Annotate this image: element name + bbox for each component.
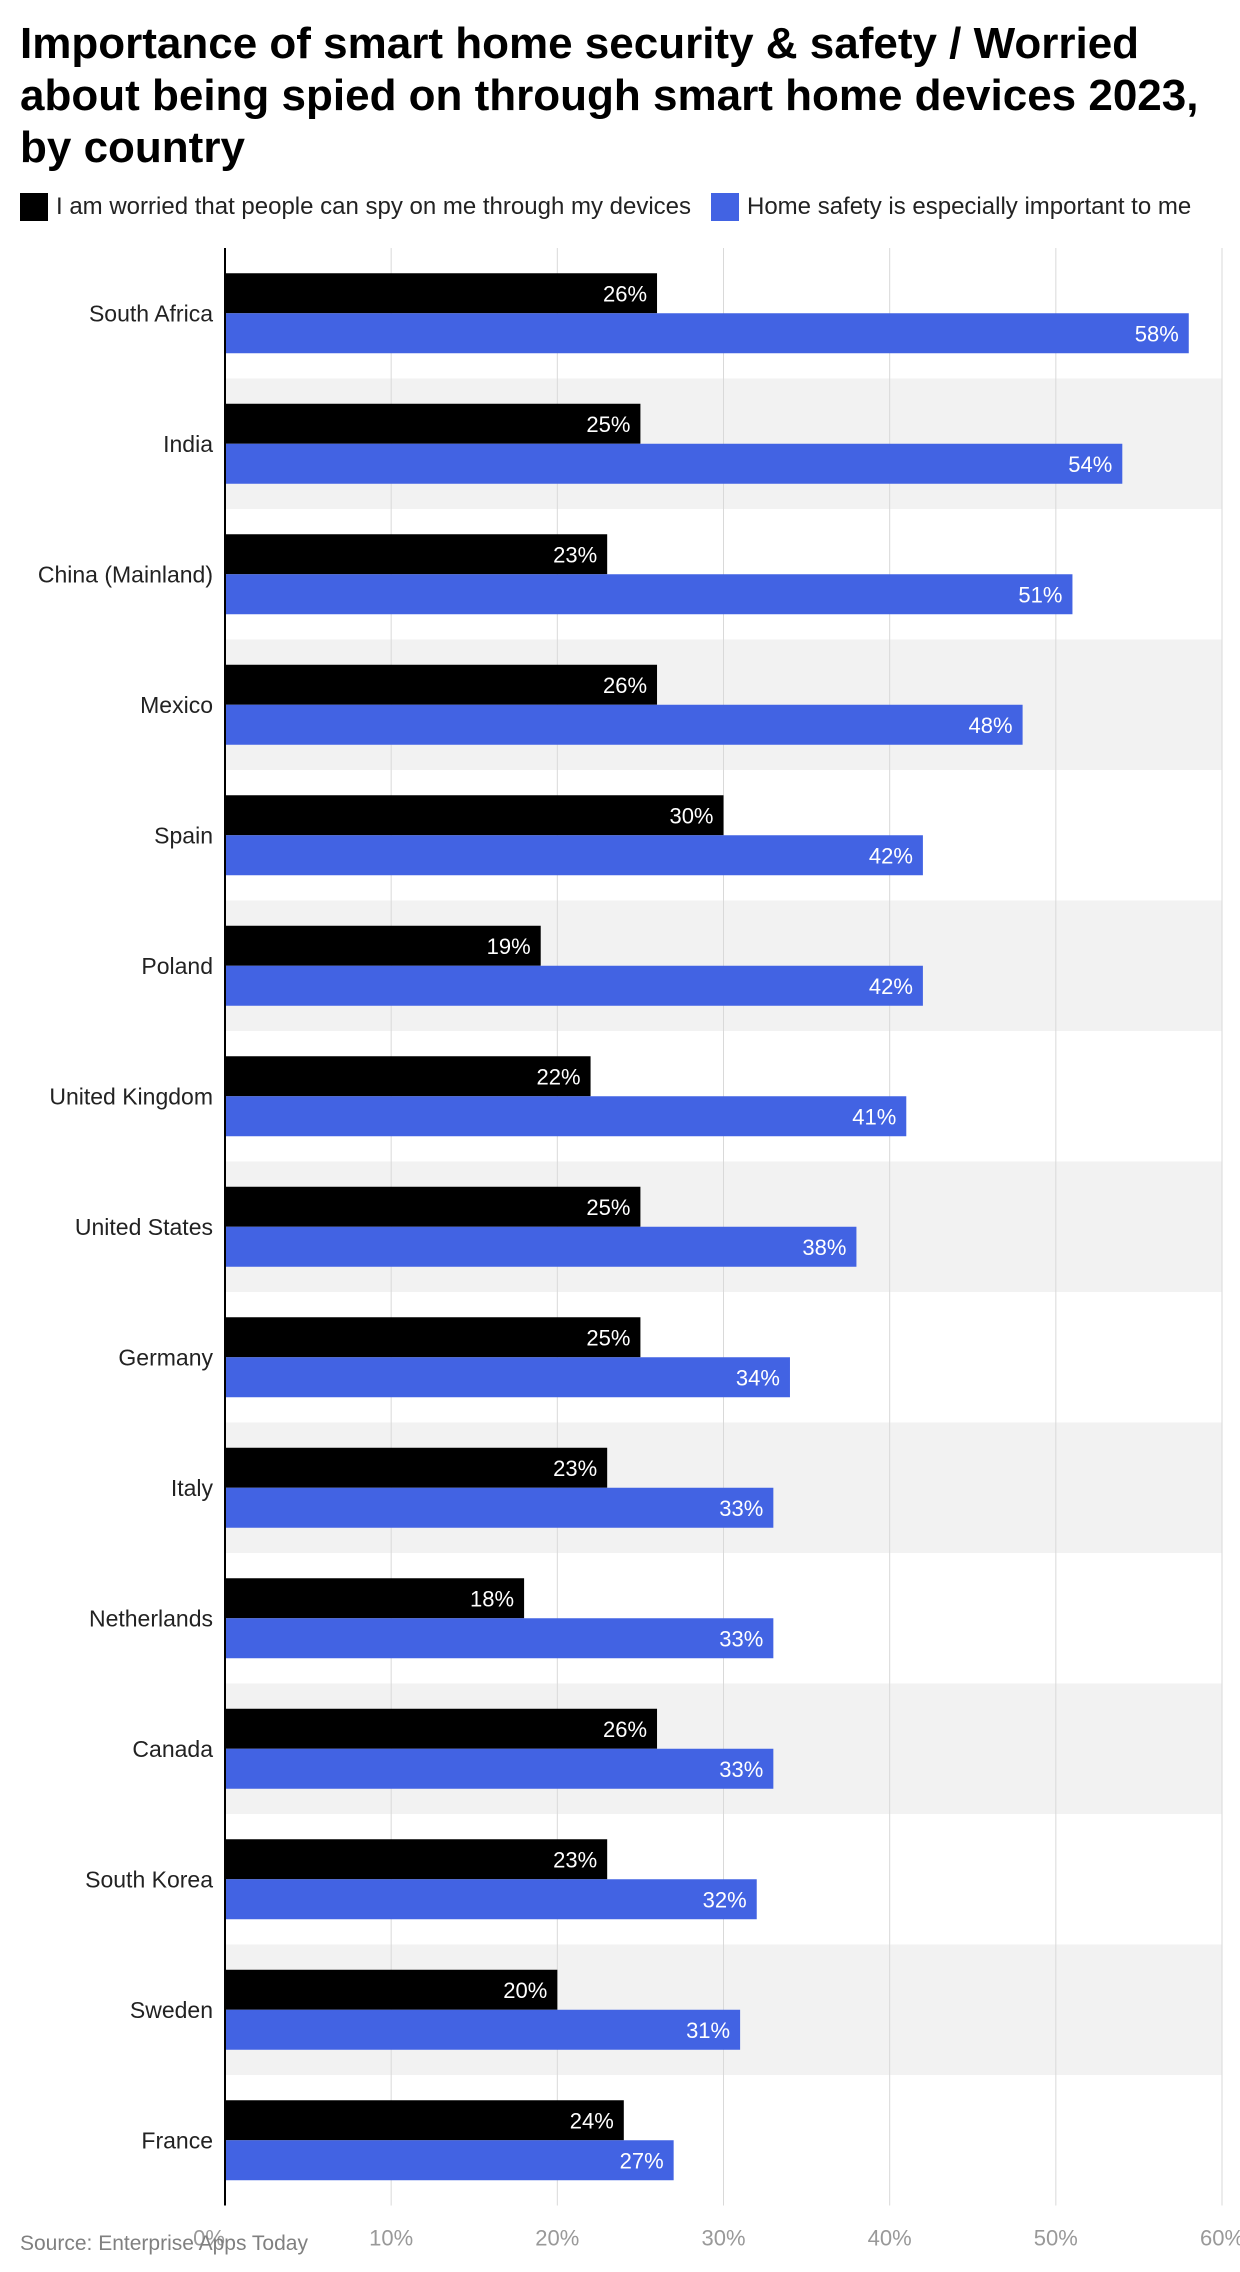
data-label: 30% — [669, 803, 713, 828]
category-label: South Africa — [89, 300, 213, 326]
legend-swatch-home-safety — [711, 193, 739, 221]
data-label: 38% — [802, 1235, 846, 1260]
legend-label-home-safety: Home safety is especially important to m… — [747, 193, 1192, 220]
bar-home-safety — [225, 313, 1189, 354]
bar-worried — [225, 1839, 608, 1880]
data-label: 19% — [487, 934, 531, 959]
bar-worried — [225, 1708, 658, 1749]
data-label: 31% — [686, 2018, 730, 2043]
data-label: 33% — [719, 1626, 763, 1651]
x-tick-label: 30% — [701, 2226, 745, 2251]
bar-worried — [225, 1447, 608, 1488]
legend: I am worried that people can spy on me t… — [20, 190, 1211, 224]
data-label: 26% — [603, 673, 647, 698]
bar-home-safety — [225, 443, 1123, 484]
data-label: 24% — [570, 2108, 614, 2133]
x-tick-label: 0% — [193, 2226, 225, 2251]
chart-title: Importance of smart home security & safe… — [20, 19, 1199, 172]
source-note: Source: Enterprise Apps Today — [20, 2232, 308, 2255]
bar-home-safety — [225, 1879, 757, 1920]
bar-worried — [225, 664, 658, 705]
data-label: 25% — [586, 1195, 630, 1220]
category-label: Sweden — [130, 1997, 213, 2023]
bar-home-safety — [225, 1226, 857, 1267]
category-label: Italy — [171, 1475, 214, 1501]
bar-worried — [225, 1317, 641, 1358]
legend-swatch-worried — [20, 193, 48, 221]
bar-home-safety — [225, 1096, 907, 1137]
category-label: Poland — [141, 953, 213, 979]
data-label: 27% — [620, 2148, 664, 2173]
data-label: 48% — [969, 713, 1013, 738]
bar-home-safety — [225, 1357, 790, 1398]
bar-home-safety — [225, 1487, 774, 1528]
bar-home-safety — [225, 1748, 774, 1789]
category-label: Germany — [118, 1344, 213, 1370]
data-label: 18% — [470, 1586, 514, 1611]
data-label: 51% — [1018, 582, 1062, 607]
category-label: Netherlands — [89, 1605, 213, 1631]
category-label: Mexico — [140, 692, 213, 718]
data-label: 42% — [869, 843, 913, 868]
data-label: 54% — [1068, 452, 1112, 477]
category-label: South Korea — [85, 1866, 213, 1892]
bar-worried — [225, 273, 658, 314]
data-label: 33% — [719, 1496, 763, 1521]
legend-item-worried[interactable]: I am worried that people can spy on me t… — [20, 193, 691, 221]
bar-worried — [225, 795, 724, 836]
category-label: Canada — [132, 1736, 213, 1762]
data-label: 20% — [503, 1978, 547, 2003]
bar-worried — [225, 2100, 624, 2141]
category-label: United States — [75, 1214, 213, 1240]
data-label: 25% — [586, 412, 630, 437]
bar-home-safety — [225, 704, 1023, 745]
bar-worried — [225, 1969, 558, 2010]
x-tick-label: 10% — [369, 2226, 413, 2251]
bar-home-safety — [225, 2009, 741, 2050]
bar-worried — [225, 925, 541, 966]
data-label: 23% — [553, 1456, 597, 1481]
data-label: 34% — [736, 1365, 780, 1390]
x-tick-label: 50% — [1034, 2226, 1078, 2251]
bar-worried — [225, 1056, 591, 1097]
bar-home-safety — [225, 574, 1073, 615]
category-label: China (Mainland) — [38, 561, 213, 587]
data-label: 26% — [603, 281, 647, 306]
bar-home-safety — [225, 835, 923, 876]
category-label: Spain — [154, 822, 213, 848]
bar-home-safety — [225, 2140, 674, 2181]
bar-home-safety — [225, 1618, 774, 1659]
bar-home-safety — [225, 965, 923, 1006]
data-label: 23% — [553, 1847, 597, 1872]
data-label: 23% — [553, 542, 597, 567]
data-label: 26% — [603, 1717, 647, 1742]
category-label: United Kingdom — [49, 1083, 213, 1109]
data-label: 25% — [586, 1325, 630, 1350]
x-tick-label: 60% — [1200, 2226, 1240, 2251]
data-label: 33% — [719, 1757, 763, 1782]
x-tick-label: 20% — [535, 2226, 579, 2251]
bar-worried — [225, 534, 608, 575]
data-label: 32% — [703, 1887, 747, 1912]
data-label: 42% — [869, 974, 913, 999]
legend-label-worried: I am worried that people can spy on me t… — [56, 193, 691, 220]
x-tick-label: 40% — [868, 2226, 912, 2251]
bar-worried — [225, 403, 641, 444]
bar-worried — [225, 1186, 641, 1227]
category-label: India — [163, 431, 213, 457]
category-label: France — [141, 2127, 213, 2153]
data-label: 41% — [852, 1104, 896, 1129]
data-label: 58% — [1135, 321, 1179, 346]
bar-worried — [225, 1578, 525, 1619]
data-label: 22% — [537, 1064, 581, 1089]
legend-item-home-safety[interactable]: Home safety is especially important to m… — [711, 193, 1191, 221]
